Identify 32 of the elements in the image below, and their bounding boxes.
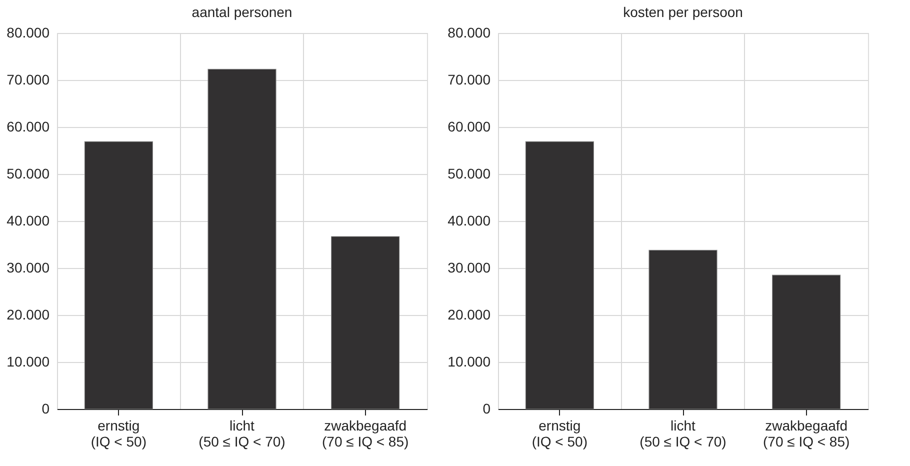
x-tick-label: ernstig (IQ < 50) bbox=[90, 418, 146, 450]
y-tick-label: 30.000 bbox=[6, 260, 50, 276]
x-tick-label: licht (50 ≤ IQ < 70) bbox=[198, 418, 286, 450]
x-tick-label: licht (50 ≤ IQ < 70) bbox=[640, 418, 726, 450]
y-tick-label: 70.000 bbox=[448, 72, 491, 88]
bar bbox=[648, 250, 718, 410]
y-tick-label: 40.000 bbox=[448, 212, 491, 228]
y-tick-label: 80.000 bbox=[448, 24, 491, 40]
y-tick-label: 60.000 bbox=[6, 118, 50, 134]
bar bbox=[772, 274, 841, 410]
bar bbox=[84, 141, 153, 410]
bar bbox=[208, 68, 276, 410]
bar bbox=[331, 236, 400, 410]
y-tick-label: 0 bbox=[42, 400, 50, 416]
x-tick-label: zwakbegaafd (70 ≤ IQ < 85) bbox=[762, 418, 850, 450]
y-tick-label: 10.000 bbox=[448, 354, 491, 370]
x-tick-label: ernstig (IQ < 50) bbox=[532, 418, 588, 450]
bar bbox=[525, 141, 594, 410]
chart-title: aantal personen bbox=[192, 4, 292, 20]
y-tick-label: 40.000 bbox=[6, 212, 50, 228]
y-tick-label: 0 bbox=[482, 400, 491, 416]
y-tick-label: 80.000 bbox=[6, 24, 50, 40]
y-tick-label: 30.000 bbox=[448, 260, 491, 276]
y-tick-label: 60.000 bbox=[448, 118, 491, 134]
y-tick-label: 50.000 bbox=[448, 166, 491, 182]
y-tick-label: 20.000 bbox=[6, 306, 50, 322]
y-tick-label: 10.000 bbox=[6, 354, 50, 370]
y-tick-label: 70.000 bbox=[6, 72, 50, 88]
x-tick-label: zwakbegaafd (70 ≤ IQ < 85) bbox=[322, 418, 409, 450]
y-tick-label: 50.000 bbox=[6, 166, 50, 182]
chart-title: kosten per persoon bbox=[623, 4, 743, 20]
y-tick-label: 20.000 bbox=[448, 306, 491, 322]
